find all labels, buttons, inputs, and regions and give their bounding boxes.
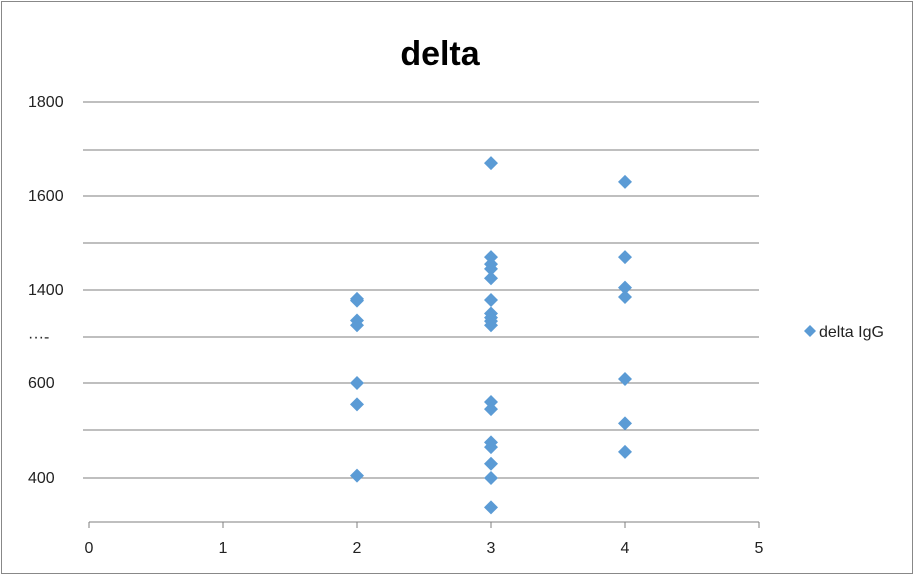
legend-marker-delta-igg (804, 325, 816, 337)
data-point (350, 397, 364, 412)
data-point (484, 318, 498, 333)
data-point (484, 271, 498, 286)
y-tick-labels: 1800 1600 1400 ···‑ 600 400 (28, 94, 64, 487)
x-tick-label: 2 (353, 540, 362, 557)
legend-label: delta IgG (819, 324, 884, 341)
y-tick-label: 1400 (28, 282, 64, 299)
data-point (484, 292, 498, 307)
y-tick-label: 1800 (28, 94, 64, 111)
data-point (350, 376, 364, 390)
data-point (484, 456, 498, 471)
data-point (484, 250, 498, 265)
x-axis: 0 1 2 3 4 5 (85, 521, 764, 557)
y-tick-label: ···‑ (28, 329, 49, 346)
data-point (350, 293, 364, 308)
data-point (350, 318, 364, 333)
data-point (618, 371, 632, 386)
y-tick-label: 400 (28, 470, 55, 487)
data-points (350, 156, 632, 515)
x-tick-label: 0 (85, 540, 94, 557)
data-point (618, 444, 632, 459)
data-point (484, 402, 498, 417)
data-point (618, 280, 632, 295)
x-tick-label: 3 (487, 540, 496, 557)
x-tick-label: 5 (755, 540, 764, 557)
data-point (350, 468, 364, 483)
x-tick-label: 1 (219, 540, 228, 557)
legend: delta IgG (804, 324, 884, 341)
y-tick-label: 1600 (28, 188, 64, 205)
x-tick-label: 4 (621, 540, 630, 557)
data-point (484, 471, 498, 485)
gridlines (83, 101, 759, 479)
chart-title: delta (400, 35, 480, 73)
data-point (484, 395, 498, 409)
data-point (618, 416, 632, 431)
data-point (484, 500, 498, 515)
data-point (618, 174, 632, 189)
data-point (618, 250, 632, 265)
data-point (484, 156, 498, 171)
data-point (618, 290, 632, 305)
data-point (484, 440, 498, 455)
y-tick-label: 600 (28, 375, 55, 392)
data-point (484, 261, 498, 276)
